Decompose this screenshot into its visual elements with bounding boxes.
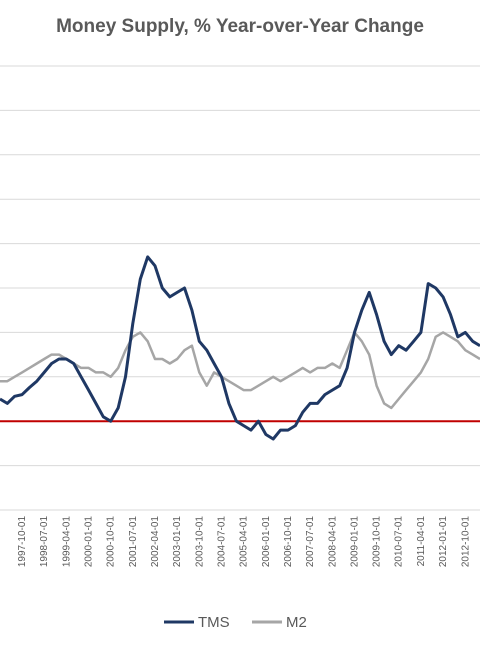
x-tick-label: 2003-01-01: [172, 516, 183, 568]
x-tick-label: 2007-07-01: [305, 516, 316, 568]
x-tick-label: 2006-10-01: [283, 516, 294, 568]
series-line-m2: [0, 331, 480, 410]
x-tick-label: 2012-01-01: [438, 516, 449, 568]
x-tick-label: 1997-10-01: [17, 516, 28, 568]
legend-label-tms: TMS: [198, 614, 230, 631]
x-tick-label: 2009-10-01: [372, 516, 383, 568]
x-tick-label: 1999-04-01: [61, 516, 72, 568]
x-tick-label: 2001-07-01: [128, 516, 139, 568]
x-tick-label: 1998-07-01: [39, 516, 50, 568]
x-tick-label: 2004-07-01: [216, 516, 227, 568]
legend-label-m2: M2: [286, 614, 307, 631]
x-tick-label: 2009-01-01: [350, 516, 361, 568]
x-tick-label: 2005-04-01: [239, 516, 250, 568]
x-tick-label: 2000-01-01: [84, 516, 95, 568]
series-line-tms: [0, 255, 480, 441]
chart-title: Money Supply, % Year-over-Year Change: [56, 16, 424, 37]
x-tick-label: 2000-10-01: [106, 516, 117, 568]
x-tick-label: 2010-07-01: [394, 516, 405, 568]
x-tick-label: 2011-04-01: [416, 516, 427, 567]
x-tick-label: 2006-01-01: [261, 516, 272, 568]
x-tick-label: 2008-04-01: [327, 516, 338, 568]
x-tick-label: 2003-10-01: [194, 516, 205, 568]
x-tick-label: 2012-10-01: [460, 516, 471, 568]
x-tick-label: 2002-04-01: [150, 516, 161, 568]
